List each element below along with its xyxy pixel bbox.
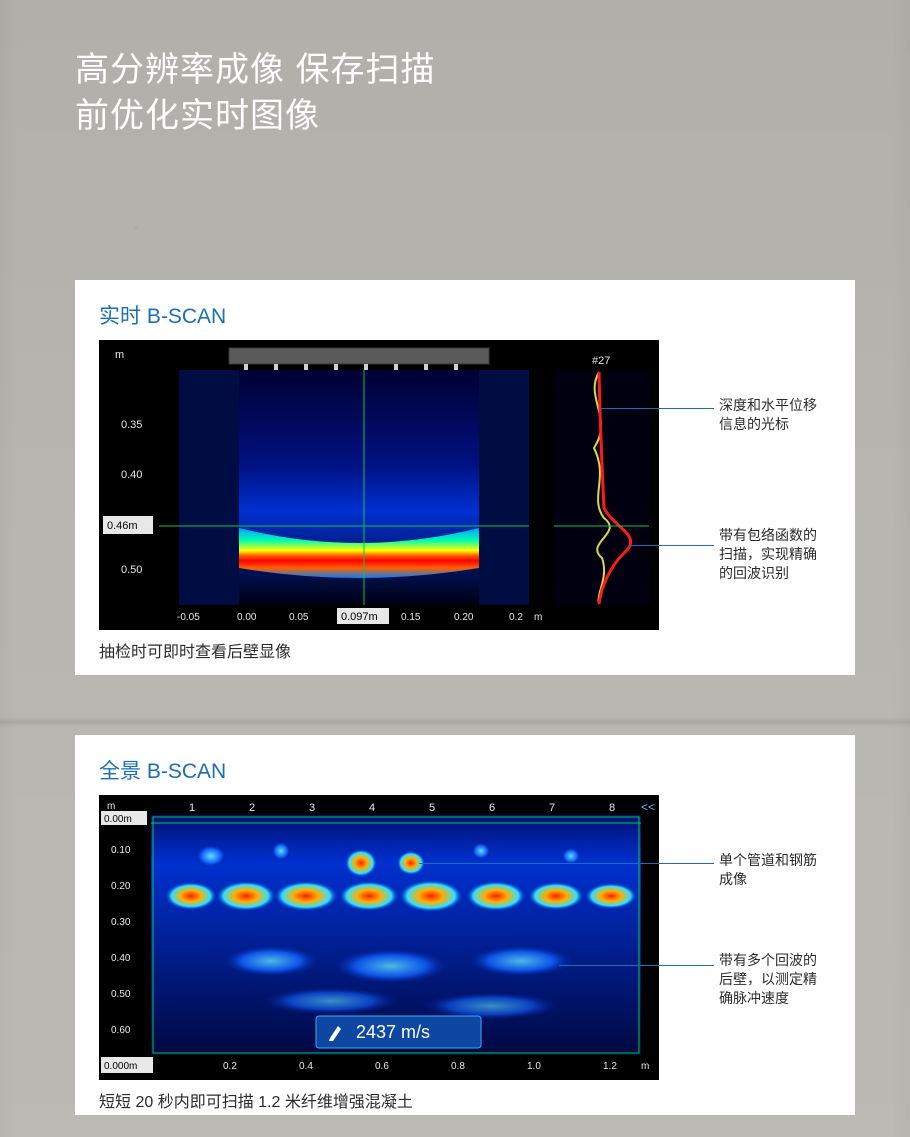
card1-caption: 抽检时可即时查看后壁显像 (99, 638, 831, 662)
ytick: 0.50 (121, 564, 142, 576)
xtick: -0.05 (177, 612, 200, 623)
x-unit: m (641, 1061, 649, 1072)
annot-cursor-info: 深度和水平位移信息的光标 (719, 396, 829, 434)
annot-line (629, 545, 714, 546)
xtick: 1.0 (527, 1061, 541, 1072)
xtick: 1.2 (603, 1061, 617, 1072)
x-cursor-label: 0.097m (341, 611, 378, 623)
ytick: 0.35 (121, 419, 142, 431)
annot-backwall-echo: 带有多个回波的后壁，以测定精确脉冲速度 (719, 951, 829, 1008)
y-cursor-label: 0.46m (107, 520, 138, 532)
xtop: 3 (309, 802, 315, 814)
card2-chart-wrap: m 0.00m 1 2 3 4 5 6 7 8 << (99, 795, 831, 1080)
xtop: 7 (549, 802, 555, 814)
xtick: 0.2 (223, 1061, 237, 1072)
y-unit: m (107, 801, 115, 812)
card1-bscan-chart: m 0.35 0.40 0.50 0.46m -0.05 0.00 0.05 0… (99, 340, 659, 630)
y-unit: m (115, 349, 124, 361)
annot-envelope: 带有包络函数的扫描，实现精确的回波识别 (719, 526, 829, 583)
xtop: 5 (429, 802, 435, 814)
ytick: 0.40 (121, 469, 142, 481)
annot-line (559, 965, 714, 966)
card-realtime-bscan: 实时 B-SCAN (75, 280, 855, 675)
xtick: 0.15 (401, 612, 421, 623)
velocity-badge: 2437 m/s (316, 1016, 481, 1048)
xtick: 0.00 (237, 612, 257, 623)
card2-bscan-chart: m 0.00m 1 2 3 4 5 6 7 8 << (99, 795, 659, 1080)
card-panorama-bscan: 全景 B-SCAN (75, 735, 855, 1115)
xtick: 0.8 (451, 1061, 465, 1072)
card1-title: 实时 B-SCAN (99, 300, 831, 330)
ytick: 0.10 (111, 845, 131, 856)
x-cursor-label: 0.000m (104, 1061, 137, 1072)
xtop: 6 (489, 802, 495, 814)
xtop: 8 (609, 802, 615, 814)
y-cursor-label: 0.00m (104, 814, 132, 825)
ytick: 0.40 (111, 953, 131, 964)
velocity-text: 2437 m/s (356, 1022, 430, 1042)
xtick: 0.4 (299, 1061, 313, 1072)
xtop: 1 (189, 802, 195, 814)
xtop: 2 (249, 802, 255, 814)
card1-chart-wrap: m 0.35 0.40 0.50 0.46m -0.05 0.00 0.05 0… (99, 340, 831, 630)
annot-pipe-rebar: 单个管道和钢筋成像 (719, 851, 829, 889)
xtop: 4 (369, 802, 375, 814)
card2-caption: 短短 20 秒内即可扫描 1.2 米纤维增强混凝土 (99, 1088, 831, 1112)
scroll-marker[interactable]: << (641, 800, 655, 814)
xtick: 0.6 (375, 1061, 389, 1072)
x-unit: m (534, 612, 542, 623)
ytick: 0.50 (111, 989, 131, 1000)
annot-line (419, 863, 714, 864)
ytick: 0.60 (111, 1025, 131, 1036)
card2-title: 全景 B-SCAN (99, 755, 831, 785)
side-panel-label: #27 (592, 355, 610, 367)
page-title: 高分辨率成像 保存扫描 前优化实时图像 (75, 48, 435, 140)
xtick: 0.2 (509, 612, 523, 623)
ytick: 0.20 (111, 881, 131, 892)
xtick: 0.05 (289, 612, 309, 623)
ytick: 0.30 (111, 917, 131, 928)
xtick: 0.20 (454, 612, 474, 623)
annot-line (599, 408, 714, 409)
